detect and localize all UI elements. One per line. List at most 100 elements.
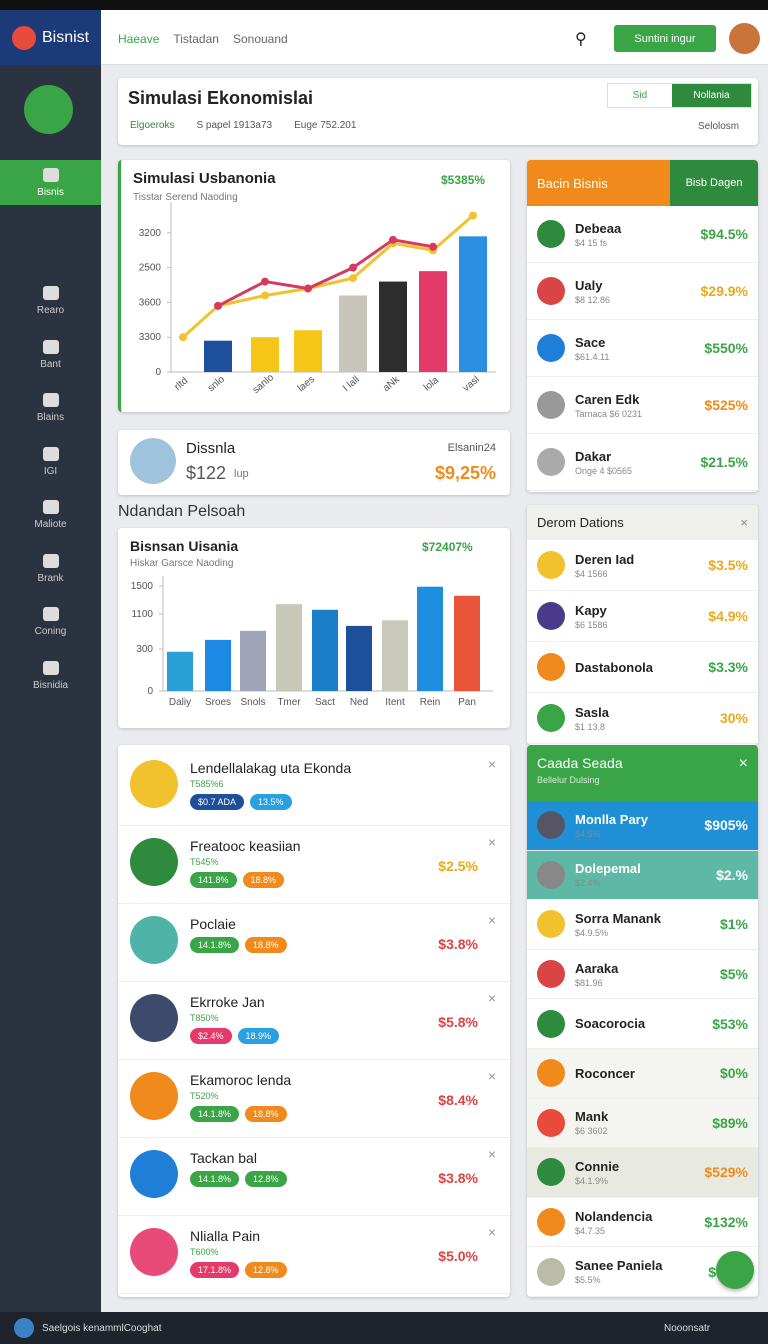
sidebar-item[interactable]: Rearo	[0, 279, 101, 324]
x-tick-label: Pan	[458, 697, 476, 708]
item-sub: $2.4%	[575, 878, 601, 889]
panel-item[interactable]: Monlla Pary $4.5% $905%	[527, 801, 758, 851]
close[interactable]: ×	[487, 1146, 496, 1162]
item-sub: $4 1566	[575, 568, 608, 579]
item-icon	[537, 960, 565, 989]
item-sub: T600%	[190, 1247, 219, 1257]
item-body: Caren Edk Tarnaca $6 0231	[575, 392, 642, 419]
point	[469, 211, 477, 220]
toggle-option[interactable]: Sid	[632, 90, 648, 101]
bar	[419, 271, 447, 372]
panel-item[interactable]: Roconcer $0%	[527, 1048, 758, 1099]
toggle-option[interactable]: Nollania	[672, 84, 751, 107]
sidebar-item[interactable]: Maliote	[0, 493, 101, 538]
panel-item[interactable]: Dastabonola $3.3%	[527, 642, 758, 693]
x-tick-label: Daliy	[169, 697, 191, 708]
list-item[interactable]: Tackan bal 14.1.8% 12.8% $3.8% ×	[118, 1138, 510, 1216]
item-value: $3.5%	[708, 557, 748, 573]
panel-item[interactable]: Soacorocia $53%	[527, 999, 758, 1049]
item-icon	[537, 391, 565, 419]
profile-unit: lup	[234, 468, 249, 480]
panel-item[interactable]: Deren Iad $4 1566 $3.5%	[527, 540, 758, 591]
bar	[459, 236, 487, 372]
item-icon	[537, 1257, 565, 1286]
search-icon[interactable]: ⚲	[575, 31, 587, 48]
panel-item[interactable]: Aaraka $81.96 $5%	[527, 949, 758, 1000]
panel-item[interactable]: Nolandencia $4.7.35 $132%	[527, 1197, 758, 1248]
panel-item[interactable]: Sace $61.4.11 $550%	[527, 320, 758, 377]
item-title: Connie	[575, 1158, 620, 1174]
top-strip	[0, 0, 768, 10]
panel-item[interactable]: Connie $4.1.9% $529%	[527, 1148, 758, 1198]
item-value: $905%	[704, 817, 748, 834]
avatar[interactable]	[729, 23, 760, 54]
sidebar-item[interactable]: Brank	[0, 546, 101, 591]
close[interactable]: ×	[487, 1068, 496, 1084]
logo[interactable]: Bisnist	[0, 10, 101, 65]
tab[interactable]: Bacin Bisnis	[527, 160, 670, 206]
item-value: $132%	[704, 1214, 748, 1231]
close[interactable]: ×	[487, 990, 496, 1006]
item-icon	[130, 1072, 178, 1120]
panel-item[interactable]: Ualy $8 12.86 $29.9%	[527, 263, 758, 320]
profile-label: Elsanin24	[447, 442, 496, 454]
nav-item[interactable]: Haeave	[118, 32, 160, 46]
close[interactable]: ×	[487, 1224, 496, 1240]
item-body: Sanee Paniela $5.5%	[575, 1258, 662, 1285]
meta: Elgoeroks S papel 1913a73 Euge 752.201	[130, 120, 356, 131]
fab[interactable]	[716, 1251, 754, 1289]
link[interactable]: Selolosm	[698, 121, 740, 132]
section-title: Ndandan Pelsoah	[118, 503, 246, 520]
panel-item[interactable]: Dakar Ongé 4 $0565 $21.5%	[527, 434, 758, 491]
item-icon	[537, 602, 565, 630]
panel-item[interactable]: Caren Edk Tarnaca $6 0231 $525%	[527, 377, 758, 434]
sidebar-icon	[42, 286, 59, 300]
list-item[interactable]: Poclaie 14.1.8% 18.8% $3.8% ×	[118, 904, 510, 982]
item-sub: T585%6	[190, 779, 224, 789]
sidebar-logo[interactable]	[24, 85, 73, 134]
tab[interactable]: Bisb Dagen	[670, 160, 758, 206]
panel-item[interactable]: Kapy $6 1586 $4.9%	[527, 591, 758, 642]
sidebar-item[interactable]: Coning	[0, 600, 101, 645]
sidebar-item[interactable]: Bisnis	[0, 160, 101, 205]
nav-item[interactable]: Sonouand	[232, 32, 288, 46]
sidebar-item[interactable]: Bisnidia	[0, 653, 101, 698]
nav-item[interactable]: Tistadan	[173, 32, 219, 46]
panel-item[interactable]: Sorra Manank $4.9.5% $1%	[527, 900, 758, 950]
list-card: Lendellalakag uta Ekonda T585%6 $0.7 ADA 13…	[118, 745, 510, 1297]
item-value: $2.5%	[438, 858, 478, 874]
primary-button[interactable]: Suntini ingur	[614, 25, 716, 52]
sidebar-item[interactable]: IGI	[0, 439, 101, 484]
close[interactable]: ×	[487, 756, 496, 772]
toggle[interactable]: Sid Nollania	[607, 83, 752, 108]
close[interactable]: ×	[487, 834, 496, 850]
panel-item[interactable]: Dolepemal $2.4% $2.%	[527, 850, 758, 901]
item-sub: Ongé 4 $0565	[575, 465, 633, 476]
item-title: Aaraka	[575, 960, 619, 976]
item-value: $3.8%	[438, 936, 478, 952]
sidebar-item[interactable]: Blains	[0, 386, 101, 431]
list-item[interactable]: Ekrroke Jan T850% $2.4% 18.9% $5.8% ×	[118, 982, 510, 1060]
list-item[interactable]: Nlialla Pain T600% 17.1.8% 12.8% $5.0% ×	[118, 1216, 510, 1294]
panel-item[interactable]: Sasla $1 13.8 30%	[527, 693, 758, 744]
list-item[interactable]: Freatooc keasiian T545% 141.8% 18.8% $2.5% ×	[118, 826, 510, 904]
bar	[240, 630, 266, 691]
pill: 18.8%	[245, 1106, 287, 1122]
panel-header: Caada Seada Bellelur Dulsing ×	[527, 745, 758, 801]
item-body: Soacorocia	[575, 1016, 645, 1031]
item-value: $5.8%	[438, 1014, 478, 1030]
close[interactable]: ×	[487, 912, 496, 928]
close[interactable]: ×	[738, 755, 748, 772]
point	[179, 333, 187, 342]
list-item[interactable]: Lendellalakag uta Ekonda T585%6 $0.7 ADA 13…	[118, 748, 510, 826]
bar	[204, 340, 232, 372]
pill: $2.4%	[190, 1028, 232, 1044]
list-item[interactable]: Ekamoroc lenda T520% 14.1.8% 18.8% $8.4% ×	[118, 1060, 510, 1138]
sidebar-item[interactable]: Bant	[0, 332, 101, 377]
item-icon	[130, 760, 178, 808]
panel-item[interactable]: Debeaa $4 15 fs $94.5%	[527, 206, 758, 263]
pills: $0.7 ADA 13.5%	[190, 792, 351, 810]
close[interactable]: ×	[740, 515, 748, 530]
panel-item[interactable]: Mank $6 3602 $89%	[527, 1098, 758, 1149]
pills: $2.4% 18.9%	[190, 1026, 285, 1044]
